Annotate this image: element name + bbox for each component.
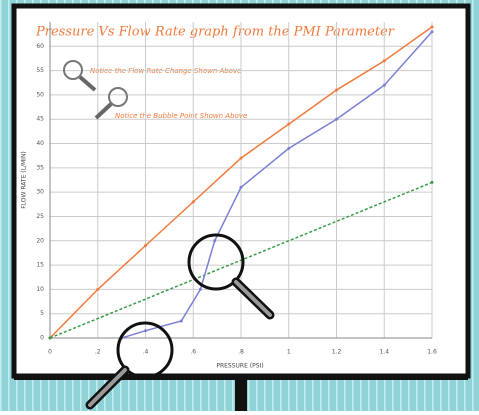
x-tick-label: .8: [238, 349, 244, 356]
point: [240, 186, 243, 189]
y-tick-label: 25: [36, 213, 44, 220]
point: [199, 288, 202, 291]
x-axis-label: PRESSURE (PSI): [216, 363, 263, 370]
y-tick-label: 40: [36, 140, 44, 147]
x-tick-label: 1.2: [332, 349, 342, 356]
x-tick-label: 0: [48, 349, 52, 356]
point: [144, 329, 147, 332]
point: [144, 244, 147, 247]
point: [431, 25, 434, 28]
page: {"chart_data": {"type": "line", "title":…: [0, 0, 479, 411]
point: [431, 181, 434, 184]
y-tick-label: 45: [36, 116, 44, 123]
point: [287, 123, 290, 126]
y-tick-label: 55: [36, 67, 44, 74]
point: [213, 239, 216, 242]
y-tick-label: 15: [36, 262, 44, 269]
point: [431, 30, 434, 33]
point: [180, 319, 183, 322]
y-tick-label: 60: [36, 43, 44, 50]
y-tick-label: 10: [36, 286, 44, 293]
point: [383, 84, 386, 87]
y-tick-label: 50: [36, 91, 44, 98]
point: [240, 157, 243, 160]
y-tick-label: 20: [36, 237, 44, 244]
point: [383, 59, 386, 62]
x-tick-label: .6: [190, 349, 196, 356]
point: [287, 147, 290, 150]
y-tick-label: 0: [40, 335, 44, 342]
chart: Pressure Vs Flow Rate graph from the PMI…: [0, 0, 479, 411]
point: [335, 118, 338, 121]
x-tick-label: 1: [287, 349, 291, 356]
x-tick-label: 1.6: [427, 349, 437, 356]
y-tick-label: 5: [40, 310, 44, 317]
x-tick-label: .4: [143, 349, 149, 356]
y-tick-label: 35: [36, 164, 44, 171]
card-tab: [235, 376, 247, 411]
point: [96, 288, 99, 291]
x-tick-label: 1.4: [379, 349, 389, 356]
point: [49, 337, 52, 340]
x-tick-label: .2: [95, 349, 101, 356]
y-axis-label: FLOW RATE (L/MIN): [21, 151, 28, 209]
point: [335, 89, 338, 92]
y-tick-label: 30: [36, 189, 44, 196]
chart-title: Pressure Vs Flow Rate graph from the PMI…: [35, 25, 395, 40]
point: [192, 200, 195, 203]
